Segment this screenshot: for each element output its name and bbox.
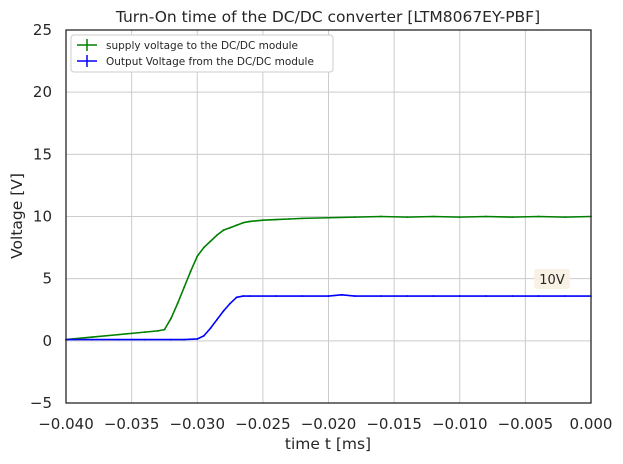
y-tick-label: 15 [33,145,52,163]
data-point-supply [156,329,159,332]
x-tick-label: −0.005 [498,415,554,433]
y-tick-labels: −5 0 5 10 15 20 25 [30,21,52,412]
data-point-output [485,295,487,297]
x-tick-label: −0.030 [169,415,225,433]
data-point-output [458,295,461,297]
legend-entry-output: Output Voltage from the DC/DC module [77,55,314,68]
data-point-output [275,295,277,297]
x-tick-label: −0.040 [38,415,94,433]
y-tick-label: −5 [30,394,52,412]
annotation-label: 10V [539,273,565,288]
data-point-supply [117,333,120,336]
data-point-output [209,327,212,330]
data-point-output [563,295,566,297]
data-point-supply [327,216,330,219]
data-point-supply [380,215,382,218]
data-point-output [432,295,435,297]
data-point-supply [563,216,566,219]
data-point-supply [235,224,238,227]
chart-title: Turn-On time of the DC/DC converter [LTM… [115,8,540,26]
x-tick-label: −0.010 [432,415,488,433]
x-tick-label: −0.015 [366,415,422,433]
plot-frame [65,29,592,404]
data-point-output [91,338,94,341]
data-point-supply [229,226,231,229]
data-point-supply [458,216,461,219]
data-point-output [248,295,251,297]
data-point-supply [432,215,435,218]
data-point-output [380,295,382,297]
legend-label-output: Output Voltage from the DC/DC module [106,56,314,68]
legend-label-supply: supply voltage to the DC/DC module [106,40,298,52]
legend: supply voltage to the DC/DC module Outpu… [70,34,334,73]
data-point-supply [209,240,212,243]
data-point-supply [242,221,245,224]
x-tick-label: 0.000 [570,415,613,433]
data-point-output [183,338,186,341]
data-point-supply [353,216,356,219]
data-point-supply [130,332,133,335]
data-point-output [406,295,409,297]
data-point-output [222,310,225,312]
y-tick-label: 10 [33,208,52,226]
data-point-supply [406,216,409,219]
data-point-supply [143,331,146,334]
data-point-output [216,318,218,321]
data-point-output [537,295,540,297]
x-axis-label: time t [ms] [285,435,371,453]
data-point-supply [202,246,205,249]
data-point-supply [288,218,291,220]
legend-entry-supply: supply voltage to the DC/DC module [77,39,298,52]
series-layer [65,215,592,341]
data-point-output [196,338,199,340]
data-point-supply [222,229,225,232]
data-point-supply [91,336,94,339]
data-point-supply [189,270,192,273]
x-tick-label: −0.035 [104,415,160,433]
data-point-output [327,295,330,297]
data-point-supply [261,219,264,222]
x-tick-label: −0.025 [235,415,291,433]
data-point-output [229,302,231,305]
data-point-output [117,338,120,341]
annotation-10v: 10V [534,269,570,289]
data-point-supply [301,217,304,220]
data-point-supply [163,328,166,331]
data-point-output [235,296,238,299]
legend-box [70,34,334,73]
data-point-supply [183,286,186,289]
data-point-output [340,293,343,296]
data-point-supply [275,218,277,221]
data-point-output [170,338,172,341]
data-point-supply [170,317,172,320]
data-point-supply [485,215,487,218]
data-point-supply [248,220,251,223]
y-tick-label: 5 [42,270,52,288]
data-point-supply [537,215,540,218]
annotation-background [534,269,570,289]
y-axis-label: Voltage [V] [8,173,26,259]
data-point-supply [511,216,514,219]
data-point-output [353,295,356,297]
y-tick-label: 20 [33,83,52,101]
data-point-output [301,295,304,297]
data-point-output [143,338,146,341]
data-point-output [511,295,514,297]
x-tick-labels: −0.040 −0.035 −0.030 −0.025 −0.020 −0.015 −0.0… [38,415,612,433]
data-point-supply [196,255,199,258]
y-tick-label: 25 [33,21,52,39]
data-point-supply [176,302,179,305]
y-tick-label: 0 [42,332,52,350]
data-point-output [202,334,205,337]
data-point-output [242,295,245,297]
x-tick-label: −0.020 [301,415,357,433]
data-point-supply [216,234,218,237]
